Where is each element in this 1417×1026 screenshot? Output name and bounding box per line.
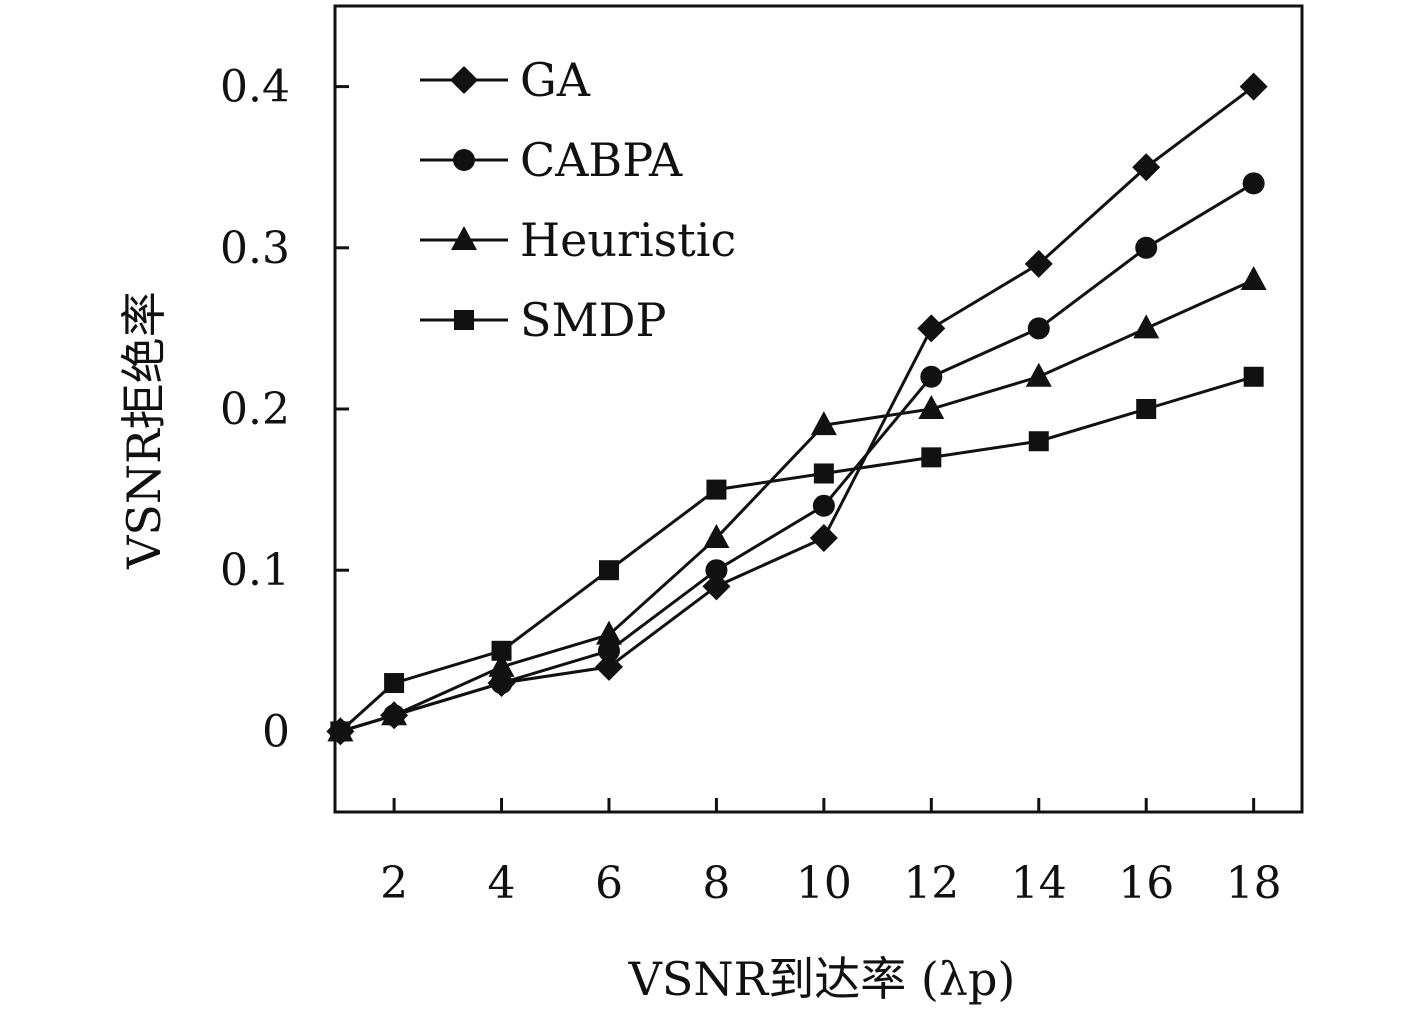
series-line (339, 375, 1255, 733)
series-heuristic (327, 266, 1267, 742)
legend-label: SMDP (520, 293, 666, 347)
series-line (339, 278, 1255, 733)
legend-item-cabpa: CABPA (420, 133, 683, 187)
x-tick-label: 18 (1226, 858, 1282, 909)
circle-data-point (1242, 172, 1265, 195)
series-line (339, 182, 1255, 733)
circle-data-point (812, 494, 835, 517)
series-ga (326, 72, 1268, 746)
diamond-data-point (1024, 249, 1053, 278)
series-line (339, 85, 1255, 733)
legend-label: GA (520, 53, 591, 107)
y-axis-ticks: 0 0.1 0.2 0.3 0.4 (220, 62, 349, 757)
legend: GA CABPA Heuristic SMDP (420, 53, 736, 347)
series-smdp (330, 366, 1264, 742)
triangle-data-point (595, 620, 622, 645)
diamond-data-point (702, 572, 731, 601)
x-tick-label: 14 (1011, 858, 1067, 909)
circle-data-point (705, 559, 728, 582)
triangle-data-point (918, 395, 945, 419)
legend-circle-icon (453, 149, 475, 171)
diamond-data-point (917, 314, 946, 343)
legend-item-ga: GA (420, 53, 591, 107)
triangle-data-point (1025, 362, 1052, 387)
legend-item-heuristic: Heuristic (420, 213, 736, 267)
x-tick-label: 16 (1118, 858, 1174, 909)
y-tick-label: 0.3 (220, 223, 290, 274)
diamond-data-point (594, 652, 623, 681)
circle-data-point (1027, 317, 1050, 340)
x-tick-label: 2 (380, 858, 408, 909)
diamond-data-point (809, 523, 838, 552)
y-tick-label: 0.4 (220, 62, 290, 113)
x-axis-title: VSNR到达率 (λp) (628, 952, 1016, 1006)
plot-frame (333, 4, 1304, 814)
circle-data-point (1135, 236, 1158, 259)
diamond-data-point (1132, 153, 1161, 182)
square-data-point (921, 447, 942, 468)
triangle-data-point (703, 523, 730, 548)
circle-data-point (490, 672, 513, 695)
diamond-data-point (1239, 72, 1268, 101)
square-data-point (491, 640, 512, 661)
x-tick-label: 4 (488, 858, 516, 909)
square-data-point (1136, 399, 1157, 419)
x-axis-ticks: 2 4 6 8 10 12 14 16 18 (380, 798, 1282, 909)
square-data-point (598, 560, 619, 581)
circle-data-point (920, 365, 943, 388)
square-data-point (813, 463, 834, 484)
legend-label: Heuristic (520, 213, 736, 267)
legend-square-icon (454, 310, 474, 330)
series-layer (326, 72, 1268, 746)
triangle-data-point (381, 701, 408, 726)
legend-diamond-icon (450, 66, 478, 94)
y-tick-label: 0.2 (220, 384, 290, 435)
square-data-point (1243, 366, 1264, 387)
circle-data-point (597, 639, 620, 662)
triangle-data-point (488, 652, 515, 677)
triangle-data-point (1133, 314, 1160, 339)
legend-triangle-icon (451, 226, 477, 250)
series-cabpa (329, 172, 1265, 743)
square-data-point (1028, 431, 1049, 452)
triangle-data-point (810, 411, 837, 436)
square-data-point (706, 479, 727, 500)
legend-label: CABPA (520, 133, 683, 187)
x-tick-label: 6 (595, 858, 623, 909)
x-tick-label: 12 (903, 858, 959, 909)
legend-item-smdp: SMDP (420, 293, 666, 347)
x-tick-label: 10 (796, 858, 852, 909)
square-data-point (330, 721, 351, 742)
x-tick-label: 8 (702, 858, 730, 909)
y-tick-label: 0 (262, 706, 290, 757)
square-data-point (384, 673, 405, 694)
y-axis-title: VSNR拒绝率 (117, 291, 171, 570)
y-tick-label: 0.1 (220, 545, 290, 596)
triangle-data-point (1240, 266, 1267, 291)
